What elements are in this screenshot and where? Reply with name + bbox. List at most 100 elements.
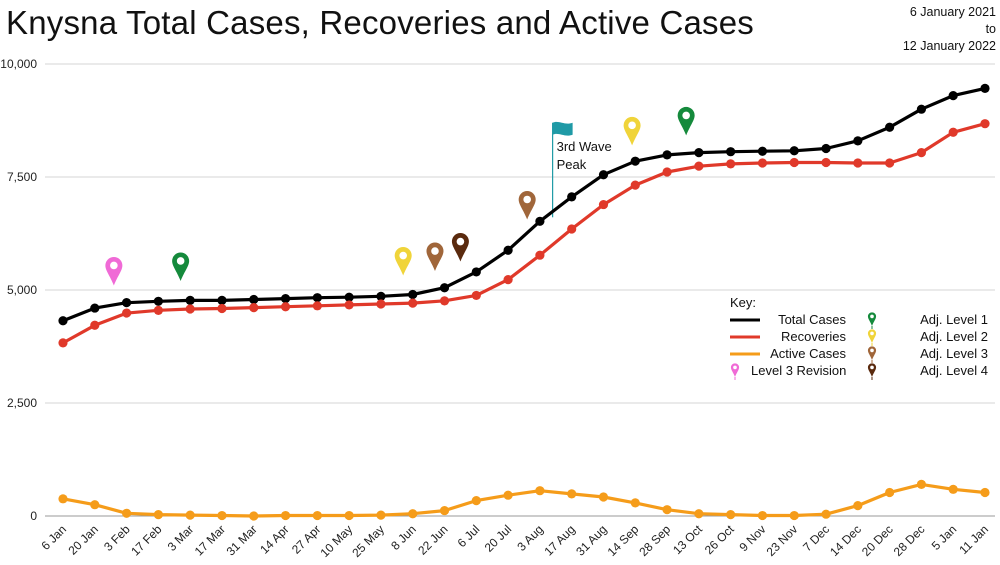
series-line bbox=[62, 482, 986, 518]
level-marker-pin bbox=[172, 252, 190, 281]
series-point bbox=[567, 224, 577, 234]
date-range: 6 January 2021 to 12 January 2022 bbox=[866, 4, 996, 55]
series-point bbox=[503, 490, 513, 500]
x-tick-label: 6 Jul bbox=[455, 522, 483, 550]
level-marker-pin bbox=[677, 106, 695, 136]
series-point bbox=[153, 510, 163, 520]
series-point bbox=[58, 316, 68, 326]
date-range-separator: to bbox=[985, 22, 996, 36]
x-tick-label: 23 Nov bbox=[764, 522, 801, 559]
series-point bbox=[312, 510, 322, 521]
x-tick-label: 6 Jan bbox=[38, 522, 69, 553]
y-axis: 0 2,500 5,000 7,500 10,000 bbox=[0, 57, 37, 523]
legend-pin-swatch-body bbox=[867, 346, 877, 360]
series-point bbox=[980, 487, 990, 498]
series-point bbox=[121, 298, 132, 308]
series-point bbox=[471, 290, 481, 301]
series-point bbox=[280, 293, 291, 304]
series-point bbox=[376, 291, 386, 301]
series-point bbox=[439, 283, 450, 293]
legend-line-label: Recoveries bbox=[781, 329, 847, 344]
level-marker-pin-body bbox=[623, 116, 641, 146]
level-marker-pin-hole bbox=[431, 247, 439, 255]
series-point bbox=[948, 127, 958, 137]
level-marker-pin-hole bbox=[176, 257, 185, 265]
annotation-text: 3rd Wave bbox=[557, 139, 612, 154]
series-point bbox=[630, 498, 640, 508]
series-point bbox=[90, 500, 100, 510]
legend-pin-swatch-hole bbox=[870, 348, 874, 353]
legend-pin-swatch bbox=[867, 346, 877, 360]
series-point bbox=[408, 298, 418, 308]
x-tick-label: 31 Aug bbox=[573, 522, 609, 558]
series-point bbox=[58, 338, 68, 348]
legend-title: Key: bbox=[730, 295, 756, 310]
series-point bbox=[853, 501, 863, 511]
series-point bbox=[821, 143, 831, 154]
legend-pin-swatch-body bbox=[867, 312, 877, 326]
level-marker-pin-body bbox=[105, 256, 123, 286]
x-tick-label: 14 Sep bbox=[605, 522, 642, 559]
series-point bbox=[948, 91, 958, 101]
series-point bbox=[694, 161, 704, 171]
x-tick-label: 28 Sep bbox=[636, 522, 673, 559]
x-tick-label: 10 May bbox=[318, 522, 356, 560]
x-tick-label: 13 Oct bbox=[670, 522, 705, 557]
date-range-end: 12 January 2022 bbox=[902, 39, 996, 53]
series-point bbox=[90, 320, 100, 330]
legend: Key: Total Cases Recoveries Active Cases Lev… bbox=[730, 295, 988, 380]
annotation-layer: 3rd Wave Peak bbox=[552, 121, 612, 218]
series-point bbox=[662, 505, 672, 515]
series-point bbox=[408, 289, 418, 300]
series-point bbox=[567, 489, 577, 499]
series-point bbox=[853, 158, 863, 168]
series-point bbox=[90, 303, 100, 313]
level-marker-pin bbox=[451, 233, 469, 262]
series-point bbox=[821, 157, 831, 168]
series-point bbox=[598, 170, 609, 180]
chart-title: Knysna Total Cases, Recoveries and Activ… bbox=[6, 4, 755, 41]
series-point bbox=[662, 167, 672, 177]
series-point bbox=[789, 510, 799, 521]
series-point bbox=[789, 146, 799, 156]
legend-pin-swatch bbox=[867, 312, 877, 326]
series-point bbox=[535, 250, 545, 260]
x-tick-label: 20 Jan bbox=[66, 522, 101, 557]
series-point bbox=[217, 303, 227, 314]
series-point bbox=[726, 147, 736, 157]
series-point bbox=[376, 510, 386, 520]
series-point bbox=[344, 510, 354, 521]
x-tick-label: 14 Dec bbox=[827, 522, 864, 559]
series-point bbox=[249, 303, 259, 313]
legend-pin-swatch bbox=[867, 329, 877, 343]
series-point bbox=[503, 245, 513, 255]
legend-pin-swatch-body bbox=[730, 363, 740, 377]
legend-line-label: Total Cases bbox=[778, 312, 846, 327]
series-point bbox=[312, 293, 322, 303]
legend-pin-swatch-hole bbox=[870, 314, 874, 319]
x-tick-label: 17 Mar bbox=[192, 522, 228, 558]
series-point bbox=[916, 104, 927, 114]
date-range-start: 6 January 2021 bbox=[909, 5, 996, 19]
legend-pin-swatch-hole bbox=[870, 331, 874, 336]
series-point bbox=[217, 510, 227, 521]
series-point bbox=[439, 505, 450, 516]
series-point bbox=[630, 156, 640, 166]
series-point bbox=[249, 511, 259, 521]
level-marker-pin-body bbox=[451, 233, 469, 262]
series-point bbox=[598, 492, 609, 502]
series-point bbox=[408, 509, 418, 519]
x-tick-label: 17 Aug bbox=[541, 522, 577, 558]
x-tick-label: 5 Jan bbox=[929, 522, 960, 553]
series-point bbox=[757, 146, 768, 156]
series-point bbox=[630, 180, 640, 190]
level-marker-pin bbox=[105, 256, 123, 286]
series-point bbox=[821, 509, 831, 519]
series-point bbox=[439, 296, 450, 306]
x-tick-label: 28 Dec bbox=[891, 522, 928, 559]
level-marker-pin-body bbox=[677, 106, 695, 136]
series-point bbox=[853, 136, 863, 146]
series-point bbox=[344, 300, 354, 310]
x-tick-label: 22 Jun bbox=[415, 522, 450, 557]
